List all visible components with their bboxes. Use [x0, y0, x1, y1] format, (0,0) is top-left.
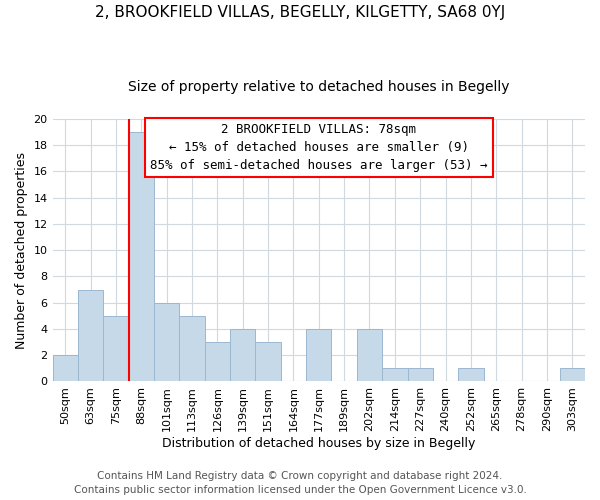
Text: 2 BROOKFIELD VILLAS: 78sqm
← 15% of detached houses are smaller (9)
85% of semi-: 2 BROOKFIELD VILLAS: 78sqm ← 15% of deta…: [150, 122, 488, 172]
Bar: [382, 368, 407, 382]
Bar: [306, 329, 331, 382]
Bar: [357, 329, 382, 382]
Bar: [53, 355, 78, 382]
Bar: [179, 316, 205, 382]
Y-axis label: Number of detached properties: Number of detached properties: [15, 152, 28, 348]
Bar: [407, 368, 433, 382]
Bar: [205, 342, 230, 382]
Bar: [560, 368, 585, 382]
Bar: [103, 316, 128, 382]
Bar: [128, 132, 154, 382]
Bar: [256, 342, 281, 382]
Text: Contains HM Land Registry data © Crown copyright and database right 2024.
Contai: Contains HM Land Registry data © Crown c…: [74, 471, 526, 495]
Bar: [230, 329, 256, 382]
Text: 2, BROOKFIELD VILLAS, BEGELLY, KILGETTY, SA68 0YJ: 2, BROOKFIELD VILLAS, BEGELLY, KILGETTY,…: [95, 5, 505, 20]
X-axis label: Distribution of detached houses by size in Begelly: Distribution of detached houses by size …: [162, 437, 475, 450]
Title: Size of property relative to detached houses in Begelly: Size of property relative to detached ho…: [128, 80, 509, 94]
Bar: [154, 302, 179, 382]
Bar: [458, 368, 484, 382]
Bar: [78, 290, 103, 382]
